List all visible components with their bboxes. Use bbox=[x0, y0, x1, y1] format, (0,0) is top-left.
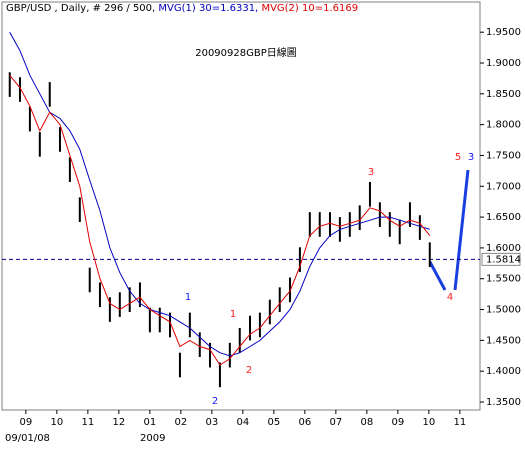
y-tick-label: 1.4500 bbox=[486, 335, 521, 346]
x-tick-label: 08 bbox=[360, 417, 373, 428]
projection-line bbox=[428, 261, 447, 291]
chart-header: GBP/USD , Daily, # 296 / 500, MVG(1) 30=… bbox=[6, 3, 358, 14]
x-tick-label: 07 bbox=[329, 417, 342, 428]
x-tick-label: 11 bbox=[81, 417, 94, 428]
wave-label: 2 bbox=[212, 396, 218, 407]
x-tick-label: 04 bbox=[236, 417, 249, 428]
x-tick-label: 10 bbox=[422, 417, 435, 428]
x-tick-label: 01 bbox=[143, 417, 156, 428]
reference-label-box bbox=[481, 252, 521, 266]
moving-average-line bbox=[9, 74, 431, 366]
y-tick-label: 1.6000 bbox=[486, 243, 521, 254]
wave-label: 3 bbox=[368, 167, 374, 178]
wave-label: 3 bbox=[468, 152, 474, 163]
y-tick-label: 1.7500 bbox=[486, 150, 521, 161]
y-tick-label: 1.7000 bbox=[486, 181, 521, 192]
y-tick-label: 1.8000 bbox=[486, 120, 521, 131]
y-tick-label: 1.9000 bbox=[486, 58, 521, 69]
x-tick-label: 03 bbox=[205, 417, 218, 428]
legend-entry: MVG(1) 30=1.6331, bbox=[158, 3, 258, 14]
plot-frame bbox=[1, 1, 481, 411]
x-tick-label: 06 bbox=[298, 417, 311, 428]
x-tick-label: 09 bbox=[20, 417, 33, 428]
y-tick-label: 1.9500 bbox=[486, 27, 521, 38]
y-tick-label: 1.8500 bbox=[486, 89, 521, 100]
y-tick-label: 1.5000 bbox=[486, 305, 521, 316]
symbol-info: GBP/USD , Daily, # 296 / 500, bbox=[6, 3, 155, 14]
legend-entry: MVG(2) 10=1.6169 bbox=[261, 3, 358, 14]
reference-label: 1.5814 bbox=[486, 254, 521, 265]
x-tick-label: 11 bbox=[453, 417, 466, 428]
date-label: 09/01/08 bbox=[5, 433, 50, 444]
wave-label: 1 bbox=[230, 309, 236, 320]
wave-label: 4 bbox=[447, 292, 453, 303]
y-tick-label: 1.6500 bbox=[486, 212, 521, 223]
x-tick-label: 12 bbox=[112, 417, 125, 428]
x-tick-label: 09 bbox=[391, 417, 404, 428]
x-tick-label: 02 bbox=[174, 417, 187, 428]
y-tick-label: 1.4000 bbox=[486, 366, 521, 377]
date-label: 2009 bbox=[140, 433, 165, 444]
y-tick-label: 1.5500 bbox=[486, 274, 521, 285]
wave-label: 1 bbox=[185, 292, 191, 303]
x-tick-label: 05 bbox=[267, 417, 280, 428]
wave-label: 2 bbox=[246, 365, 252, 376]
chart-title: 20090928GBP日線圖 bbox=[195, 46, 297, 59]
moving-average-line bbox=[9, 31, 430, 357]
x-tick-label: 10 bbox=[51, 417, 64, 428]
wave-label: 5 bbox=[455, 152, 461, 163]
projection-line bbox=[453, 169, 470, 291]
y-tick-label: 1.3500 bbox=[486, 397, 521, 408]
